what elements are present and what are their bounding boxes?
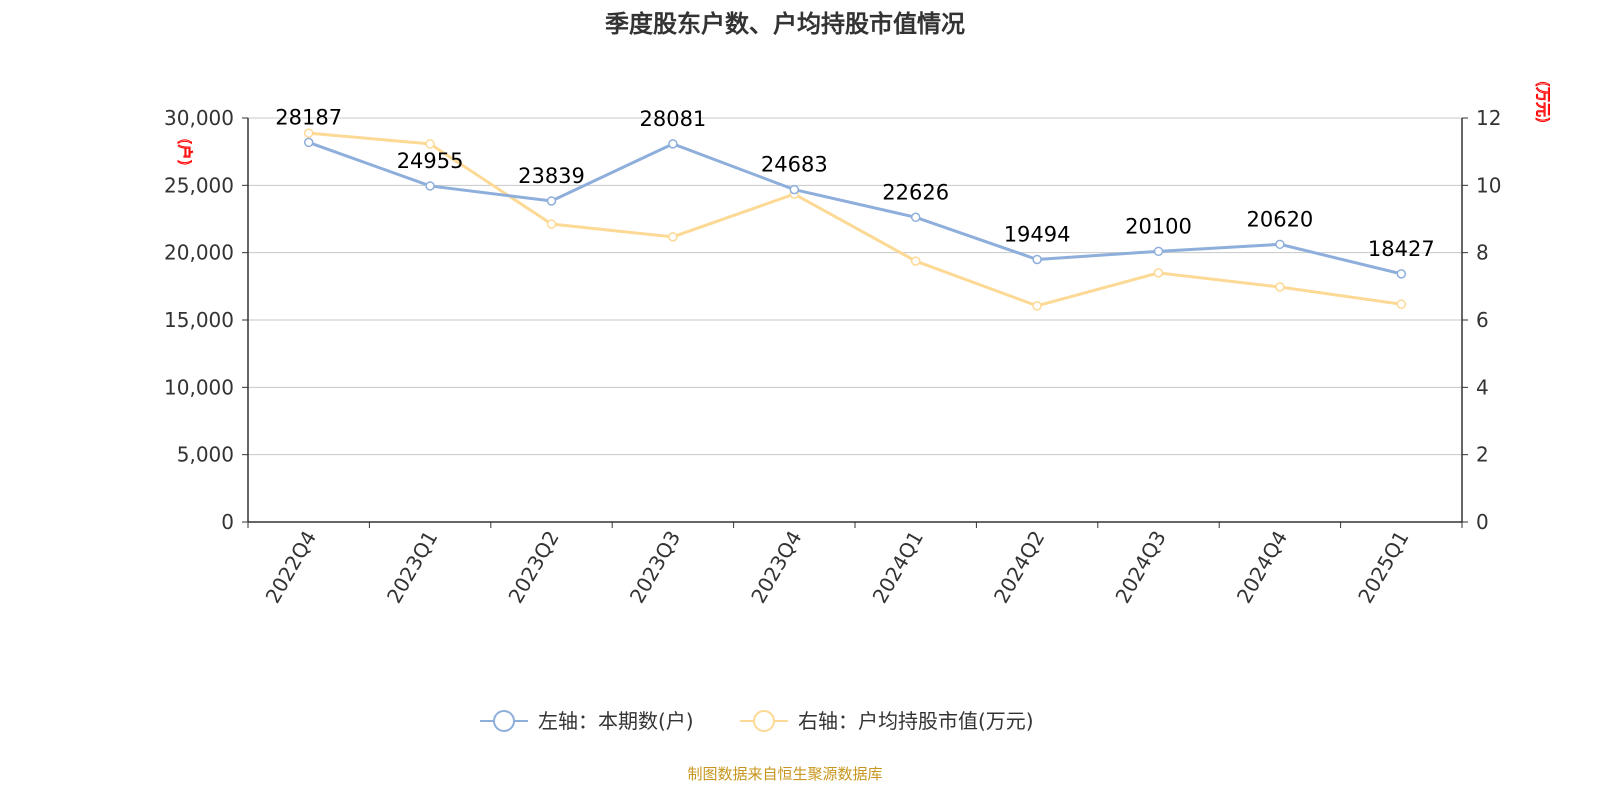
x-tick-label: 2024Q3 [1110, 527, 1170, 608]
right-tick-label: 6 [1476, 308, 1489, 332]
legend-item-right[interactable]: 右轴：户均持股市值(万元) [740, 709, 1034, 733]
data-point [1032, 254, 1042, 265]
data-point [910, 256, 921, 266]
data-label: 24955 [397, 149, 464, 173]
data-point [668, 232, 678, 242]
left-tick-label: 10,000 [164, 375, 234, 399]
data-label: 24683 [761, 153, 828, 177]
right-tick-label: 0 [1476, 510, 1489, 534]
x-tick-label: 2025Q1 [1353, 527, 1413, 608]
data-label: 20620 [1246, 207, 1313, 231]
data-point [1153, 246, 1164, 257]
data-label: 23839 [518, 164, 585, 188]
data-label: 22626 [882, 180, 949, 204]
data-point [1275, 239, 1285, 250]
x-tick-label: 2024Q1 [868, 527, 928, 608]
left-tick-label: 30,000 [164, 106, 234, 130]
left-axis-unit: (户) [176, 139, 194, 166]
series-line-0 [308, 141, 1402, 276]
data-point [546, 219, 557, 229]
right-tick-label: 12 [1476, 106, 1501, 130]
data-label: 28081 [639, 107, 706, 131]
legend-item-left[interactable]: 左轴：本期数(户) [480, 709, 694, 733]
data-point [425, 139, 435, 149]
left-tick-label: 5,000 [177, 443, 234, 467]
data-point [1032, 301, 1042, 311]
data-point [668, 139, 678, 149]
series-line-1 [308, 131, 1402, 308]
data-point [1153, 268, 1164, 278]
right-tick-label: 2 [1476, 443, 1489, 467]
data-point [546, 196, 557, 206]
chart-title: 季度股东户数、户均持股市值情况 [605, 10, 965, 38]
legend-marker-icon [493, 710, 515, 732]
legend-label-left: 左轴：本期数(户) [538, 709, 694, 733]
data-label: 19494 [1004, 222, 1071, 246]
data-point [1396, 299, 1407, 309]
left-tick-label: 20,000 [164, 241, 234, 265]
x-tick-label: 2024Q2 [989, 527, 1049, 608]
data-label: 28187 [275, 105, 342, 129]
right-axis-unit: (万元) [1534, 81, 1552, 123]
left-tick-label: 0 [221, 510, 234, 534]
legend-marker-icon [753, 710, 775, 732]
data-label: 18427 [1368, 237, 1435, 261]
data-point [303, 137, 314, 148]
source-note: 制图数据来自恒生聚源数据库 [687, 765, 882, 783]
data-point [425, 181, 435, 191]
data-point [303, 128, 314, 138]
x-tick-label: 2023Q1 [382, 527, 442, 608]
x-tick-label: 2023Q2 [503, 527, 563, 608]
right-tick-label: 10 [1476, 173, 1501, 197]
x-tick-label: 2024Q4 [1232, 527, 1292, 608]
data-point [910, 212, 921, 223]
x-tick-label: 2023Q4 [746, 527, 806, 608]
data-point [789, 184, 800, 195]
left-tick-label: 15,000 [164, 308, 234, 332]
right-tick-label: 4 [1476, 375, 1489, 399]
data-point [1396, 269, 1407, 279]
x-tick-label: 2023Q3 [625, 527, 685, 608]
data-point [1275, 282, 1285, 292]
legend-label-right: 右轴：户均持股市值(万元) [798, 709, 1034, 733]
data-label: 20100 [1125, 214, 1192, 238]
x-tick-label: 2022Q4 [261, 527, 321, 608]
right-tick-label: 8 [1476, 241, 1489, 265]
left-tick-label: 25,000 [164, 173, 234, 197]
